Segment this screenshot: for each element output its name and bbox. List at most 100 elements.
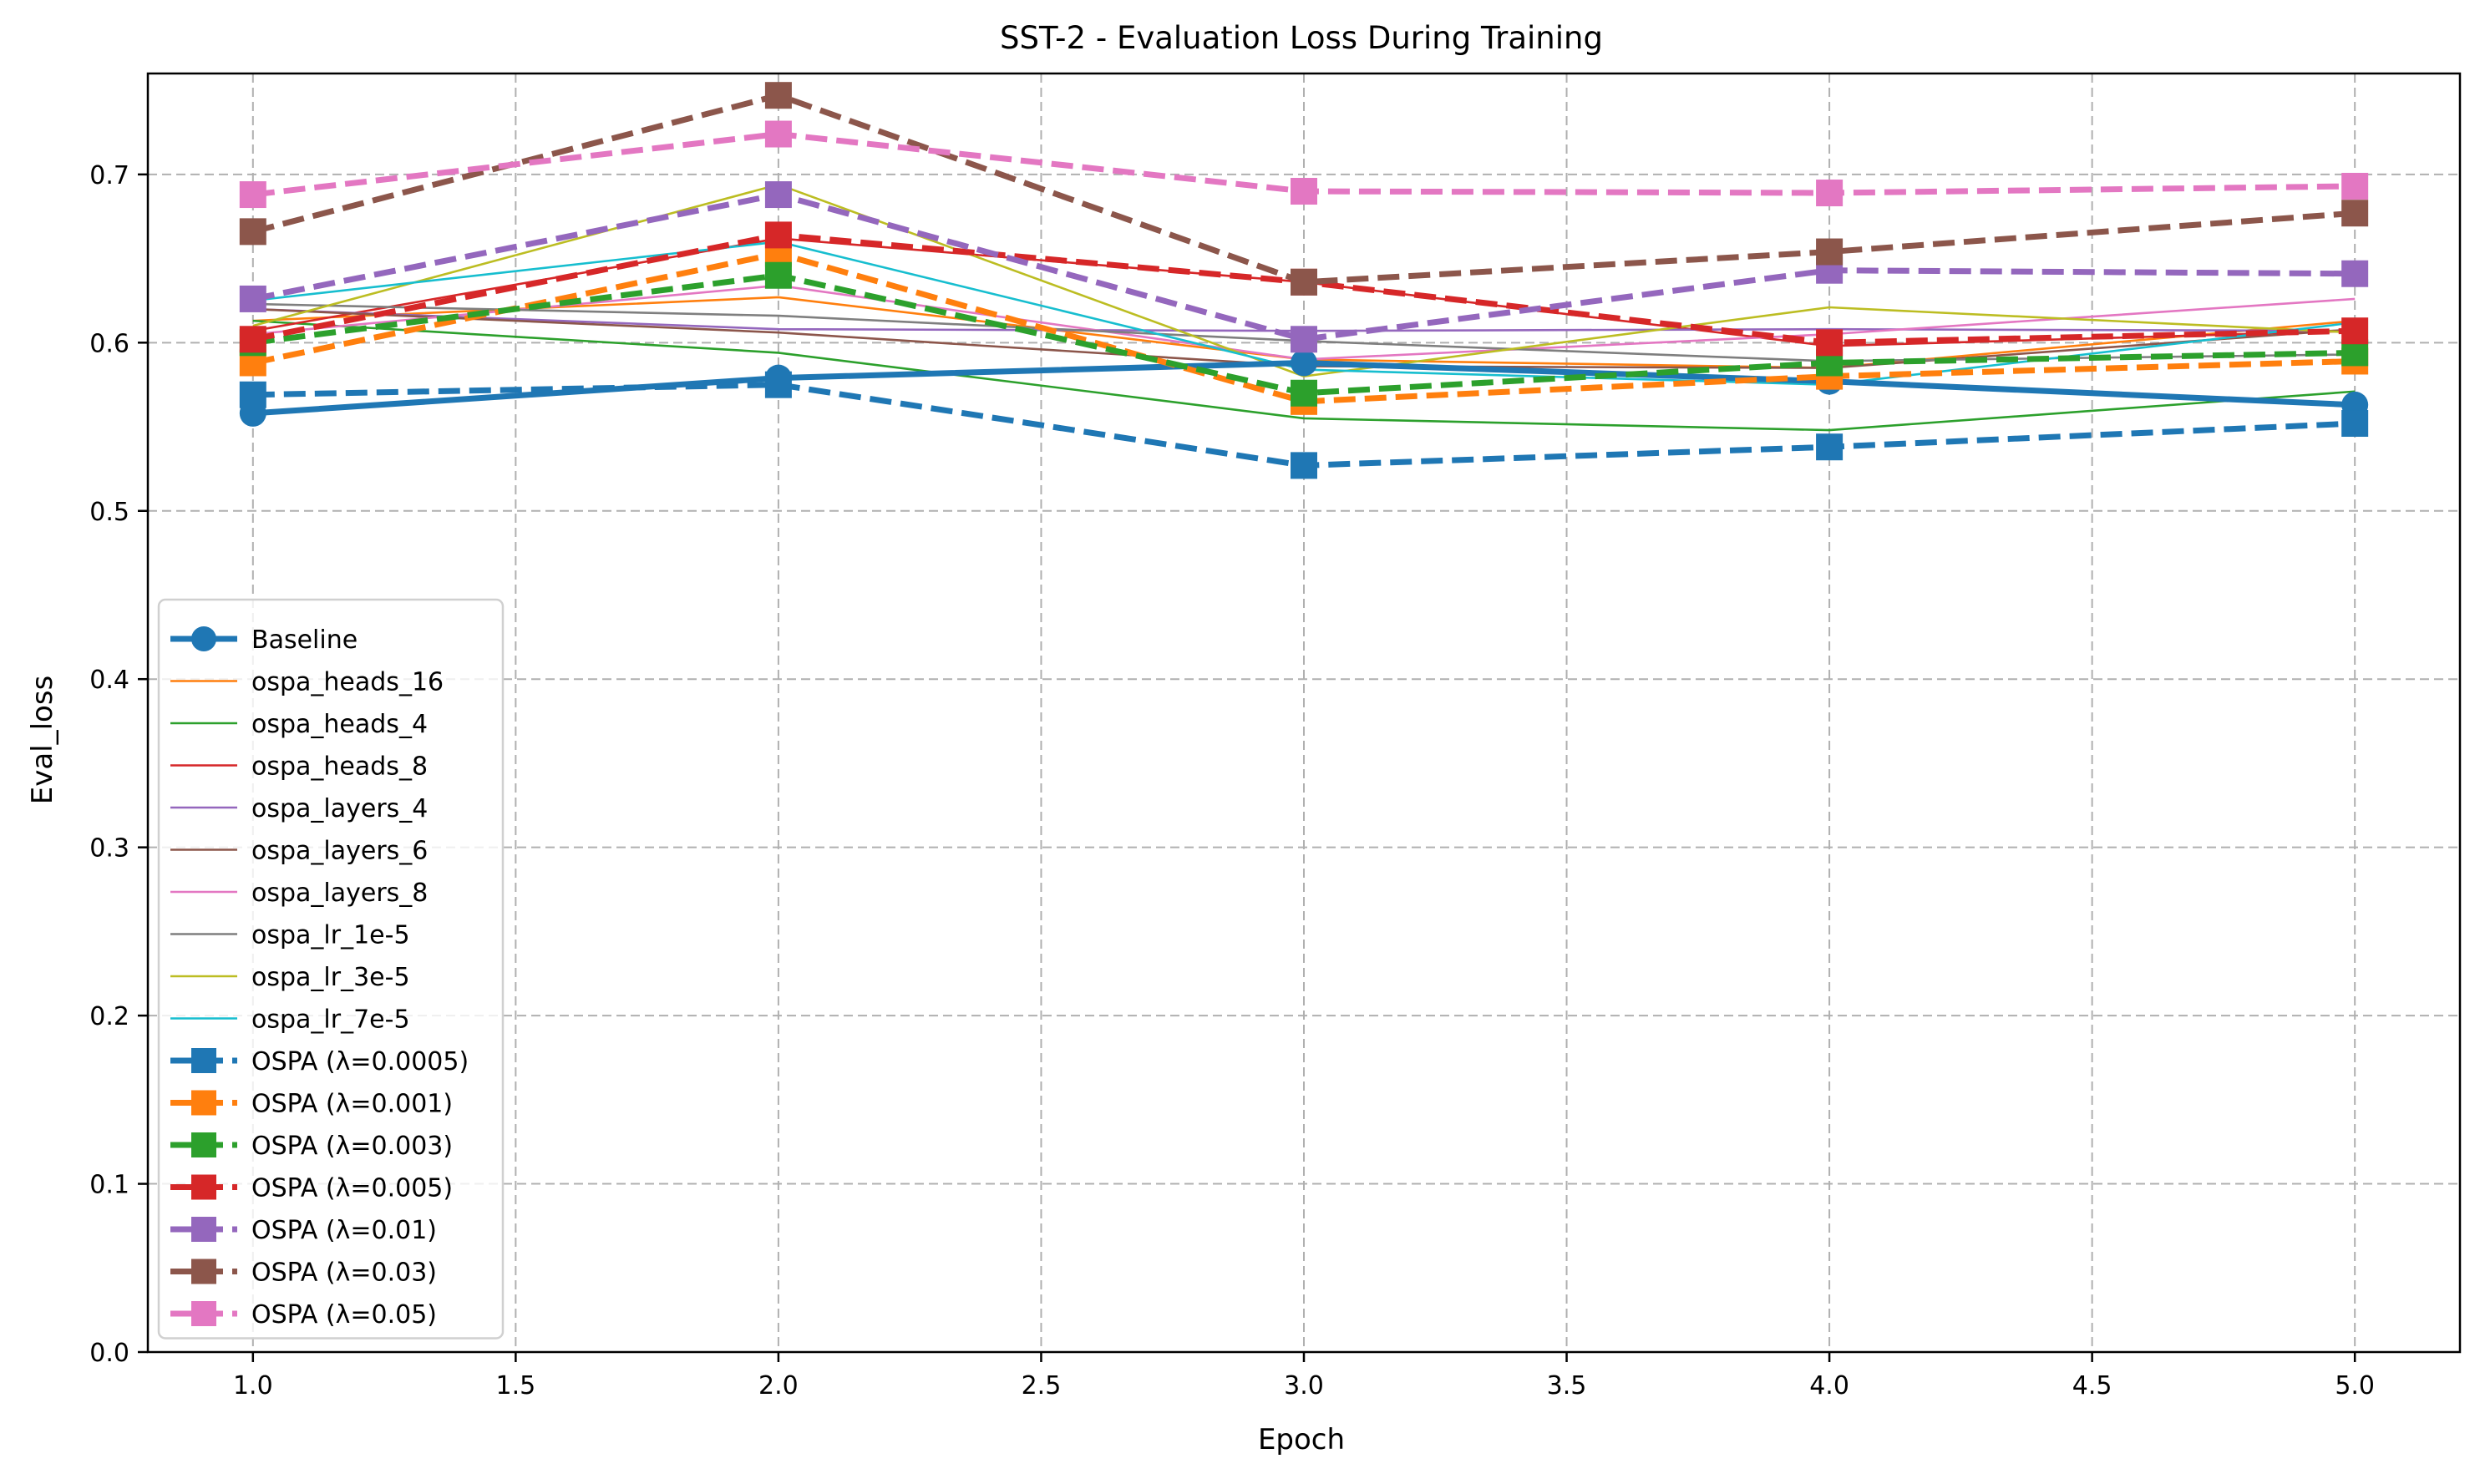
x-tick-label: 4.0 bbox=[1809, 1371, 1849, 1400]
data-point bbox=[2341, 317, 2369, 345]
data-point bbox=[1291, 452, 1317, 479]
legend-item-baseline: Baseline bbox=[170, 626, 358, 655]
data-point bbox=[1816, 180, 1844, 207]
legend-item-ospa-0-05: OSPA (λ=0.05) bbox=[170, 1300, 437, 1330]
data-point bbox=[2341, 260, 2369, 287]
legend-item-ospa-0-001: OSPA (λ=0.001) bbox=[170, 1090, 453, 1119]
legend-label: ospa_layers_8 bbox=[251, 879, 428, 908]
series-layer bbox=[239, 82, 2369, 479]
legend-marker bbox=[191, 1301, 216, 1326]
chart-title: SST-2 - Evaluation Loss During Training bbox=[1000, 20, 1603, 56]
legend-item-ospa-0-003: OSPA (λ=0.003) bbox=[170, 1132, 453, 1161]
series-ospa-0-05 bbox=[239, 120, 2369, 209]
legend-label: OSPA (λ=0.0005) bbox=[251, 1047, 469, 1076]
legend-marker bbox=[191, 1217, 216, 1242]
legend-label: ospa_heads_4 bbox=[251, 710, 428, 739]
x-tick-label: 3.5 bbox=[1547, 1371, 1587, 1400]
legend-label: ospa_lr_1e-5 bbox=[251, 921, 410, 950]
data-point bbox=[239, 181, 266, 209]
data-point bbox=[239, 381, 266, 408]
data-point bbox=[239, 326, 266, 353]
legend-frame bbox=[157, 598, 505, 1340]
data-point bbox=[2341, 172, 2369, 200]
legend-label: OSPA (λ=0.003) bbox=[251, 1132, 453, 1161]
legend-marker bbox=[191, 1132, 216, 1157]
legend-item-ospa-0-005: OSPA (λ=0.005) bbox=[170, 1174, 453, 1203]
data-point bbox=[239, 218, 266, 246]
legend-label: ospa_layers_6 bbox=[251, 837, 428, 866]
y-tick-label: 0.6 bbox=[89, 329, 129, 358]
legend-label: ospa_heads_8 bbox=[251, 752, 428, 782]
data-point bbox=[764, 371, 792, 398]
data-point bbox=[1291, 326, 1317, 353]
data-point bbox=[764, 221, 792, 249]
series-ospa-heads-4 bbox=[252, 319, 2356, 432]
x-tick-label: 1.5 bbox=[496, 1371, 536, 1400]
data-point bbox=[1291, 379, 1317, 407]
legend-item-ospa-layers-6: ospa_layers_6 bbox=[170, 837, 428, 866]
y-tick-label: 0.5 bbox=[89, 498, 129, 527]
series-ospa-0-0005 bbox=[239, 371, 2369, 479]
data-point bbox=[764, 120, 792, 148]
legend-item-ospa-lr-1e-5: ospa_lr_1e-5 bbox=[170, 921, 410, 950]
legend: Baseline ospa_heads_16 ospa_heads_4 ospa_he… bbox=[157, 598, 505, 1340]
legend-label: ospa_layers_4 bbox=[251, 794, 428, 823]
legend-label: ospa_heads_16 bbox=[251, 668, 444, 697]
legend-label: ospa_lr_7e-5 bbox=[251, 1005, 410, 1035]
x-tick-label: 3.0 bbox=[1284, 1371, 1324, 1400]
x-tick-label: 2.0 bbox=[758, 1371, 799, 1400]
y-tick-label: 0.3 bbox=[89, 834, 129, 864]
series-ospa-0-03 bbox=[239, 82, 2369, 296]
x-tick-label: 5.0 bbox=[2335, 1371, 2375, 1400]
data-point bbox=[1816, 329, 1844, 357]
y-tick-label: 0.2 bbox=[89, 1002, 129, 1031]
data-point bbox=[764, 82, 792, 109]
legend-marker bbox=[191, 1174, 216, 1200]
y-tick-label: 0.4 bbox=[89, 666, 129, 695]
data-point bbox=[1816, 433, 1844, 461]
legend-label: Baseline bbox=[251, 626, 358, 655]
legend-item-ospa-lr-7e-5: ospa_lr_7e-5 bbox=[170, 1005, 410, 1035]
data-point bbox=[764, 181, 792, 209]
series-line bbox=[252, 319, 2356, 432]
legend-label: ospa_lr_3e-5 bbox=[251, 963, 410, 992]
x-axis-label: Epoch bbox=[1258, 1423, 1345, 1456]
legend-item-ospa-layers-8: ospa_layers_8 bbox=[170, 879, 428, 908]
series-line bbox=[252, 191, 2356, 342]
legend-item-ospa-0-01: OSPA (λ=0.01) bbox=[170, 1216, 437, 1245]
data-point bbox=[1291, 268, 1317, 296]
data-point bbox=[1291, 349, 1317, 377]
legend-label: OSPA (λ=0.05) bbox=[251, 1300, 437, 1330]
data-point bbox=[1291, 178, 1317, 205]
legend-label: OSPA (λ=0.005) bbox=[251, 1174, 453, 1203]
data-point bbox=[239, 285, 266, 312]
legend-label: OSPA (λ=0.01) bbox=[251, 1216, 437, 1245]
legend-marker bbox=[191, 1048, 216, 1073]
legend-item-ospa-lr-3e-5: ospa_lr_3e-5 bbox=[170, 963, 410, 992]
legend-label: OSPA (λ=0.001) bbox=[251, 1090, 453, 1119]
axis-layer: 1.0 1.5 2.0 2.5 3.0 3.5 4.0 4.5 5.0 0.0 0.1 0.2 0.3 0… bbox=[89, 161, 2375, 1400]
y-tick-label: 0.0 bbox=[89, 1339, 129, 1368]
legend-marker bbox=[191, 1259, 216, 1284]
legend-item-ospa-heads-8: ospa_heads_8 bbox=[170, 752, 428, 782]
y-axis-label: Eval_loss bbox=[26, 676, 59, 805]
legend-item-ospa-heads-4: ospa_heads_4 bbox=[170, 710, 428, 739]
x-tick-label: 2.5 bbox=[1022, 1371, 1062, 1400]
legend-item-ospa-0-0005: OSPA (λ=0.0005) bbox=[170, 1047, 469, 1076]
data-point bbox=[764, 261, 792, 289]
x-tick-label: 1.0 bbox=[233, 1371, 273, 1400]
legend-marker bbox=[191, 626, 216, 651]
legend-label: OSPA (λ=0.03) bbox=[251, 1259, 437, 1288]
legend-marker bbox=[191, 1090, 216, 1116]
legend-item-ospa-layers-4: ospa_layers_4 bbox=[170, 794, 428, 823]
data-point bbox=[2341, 200, 2369, 227]
y-tick-label: 0.1 bbox=[89, 1171, 129, 1200]
data-point bbox=[2341, 410, 2369, 438]
x-tick-label: 4.5 bbox=[2072, 1371, 2112, 1400]
y-tick-label: 0.7 bbox=[89, 161, 129, 190]
data-point bbox=[1816, 238, 1844, 266]
legend-item-ospa-0-03: OSPA (λ=0.03) bbox=[170, 1259, 437, 1288]
legend-item-ospa-heads-16: ospa_heads_16 bbox=[170, 668, 444, 697]
